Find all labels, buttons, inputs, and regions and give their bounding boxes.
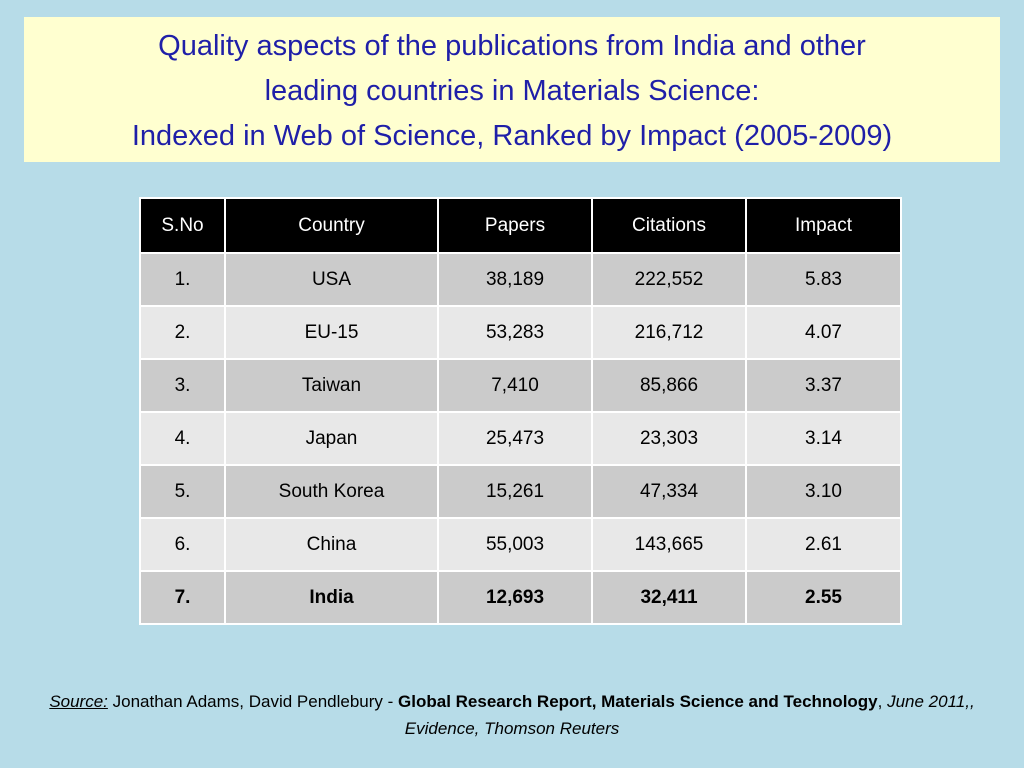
title-line-3: Indexed in Web of Science, Ranked by Imp… xyxy=(131,120,893,152)
header-country: Country xyxy=(224,197,439,254)
cell-papers: 53,283 xyxy=(437,305,593,360)
header-sno: S.No xyxy=(139,197,226,254)
cell-sno: 3. xyxy=(139,358,226,413)
title-line-2: leading countries in Materials Science: xyxy=(264,75,760,107)
table-row: 3. Taiwan 7,410 85,866 3.37 xyxy=(139,358,902,413)
cell-country: EU-15 xyxy=(224,305,439,360)
cell-citations: 222,552 xyxy=(591,252,747,307)
cell-papers: 12,693 xyxy=(437,570,593,625)
cell-country: Taiwan xyxy=(224,358,439,413)
cell-impact: 4.07 xyxy=(745,305,902,360)
cell-impact: 5.83 xyxy=(745,252,902,307)
cell-citations: 32,411 xyxy=(591,570,747,625)
cell-citations: 23,303 xyxy=(591,411,747,466)
cell-papers: 15,261 xyxy=(437,464,593,519)
header-impact: Impact xyxy=(745,197,902,254)
cell-impact: 2.55 xyxy=(745,570,902,625)
title-box: Quality aspects of the publications from… xyxy=(24,17,1000,162)
cell-country: Japan xyxy=(224,411,439,466)
table-row: 4. Japan 25,473 23,303 3.14 xyxy=(139,411,902,466)
cell-sno: 6. xyxy=(139,517,226,572)
cell-papers: 55,003 xyxy=(437,517,593,572)
cell-citations: 143,665 xyxy=(591,517,747,572)
source-label: Source: xyxy=(49,692,108,711)
cell-sno: 7. xyxy=(139,570,226,625)
cell-impact: 2.61 xyxy=(745,517,902,572)
cell-sno: 4. xyxy=(139,411,226,466)
title-line-1: Quality aspects of the publications from… xyxy=(158,30,866,62)
cell-country: South Korea xyxy=(224,464,439,519)
header-papers: Papers xyxy=(437,197,593,254)
cell-country: USA xyxy=(224,252,439,307)
source-authors: Jonathan Adams, David Pendlebury - xyxy=(107,692,399,711)
table-row: 6. China 55,003 143,665 2.61 xyxy=(139,517,902,572)
cell-papers: 25,473 xyxy=(437,411,593,466)
cell-citations: 85,866 xyxy=(591,358,747,413)
impact-table: S.No Country Papers Citations Impact 1. … xyxy=(139,197,902,625)
cell-citations: 47,334 xyxy=(591,464,747,519)
source-date: June 2011,, Evidence, Thomson Reuters xyxy=(404,692,975,738)
cell-sno: 1. xyxy=(139,252,226,307)
cell-country: China xyxy=(224,517,439,572)
cell-papers: 7,410 xyxy=(437,358,593,413)
table-header-row: S.No Country Papers Citations Impact xyxy=(139,197,902,254)
cell-impact: 3.10 xyxy=(745,464,902,519)
cell-impact: 3.14 xyxy=(745,411,902,466)
cell-citations: 216,712 xyxy=(591,305,747,360)
table-row: 1. USA 38,189 222,552 5.83 xyxy=(139,252,902,307)
source-separator: , xyxy=(877,692,888,711)
header-citations: Citations xyxy=(591,197,747,254)
table-row: 2. EU-15 53,283 216,712 4.07 xyxy=(139,305,902,360)
source-citation: Source: Jonathan Adams, David Pendlebury… xyxy=(40,688,984,742)
cell-sno: 2. xyxy=(139,305,226,360)
cell-papers: 38,189 xyxy=(437,252,593,307)
cell-sno: 5. xyxy=(139,464,226,519)
cell-impact: 3.37 xyxy=(745,358,902,413)
table-row-highlighted: 7. India 12,693 32,411 2.55 xyxy=(139,570,902,625)
source-report: Global Research Report, Materials Scienc… xyxy=(398,692,878,711)
table-row: 5. South Korea 15,261 47,334 3.10 xyxy=(139,464,902,519)
cell-country: India xyxy=(224,570,439,625)
